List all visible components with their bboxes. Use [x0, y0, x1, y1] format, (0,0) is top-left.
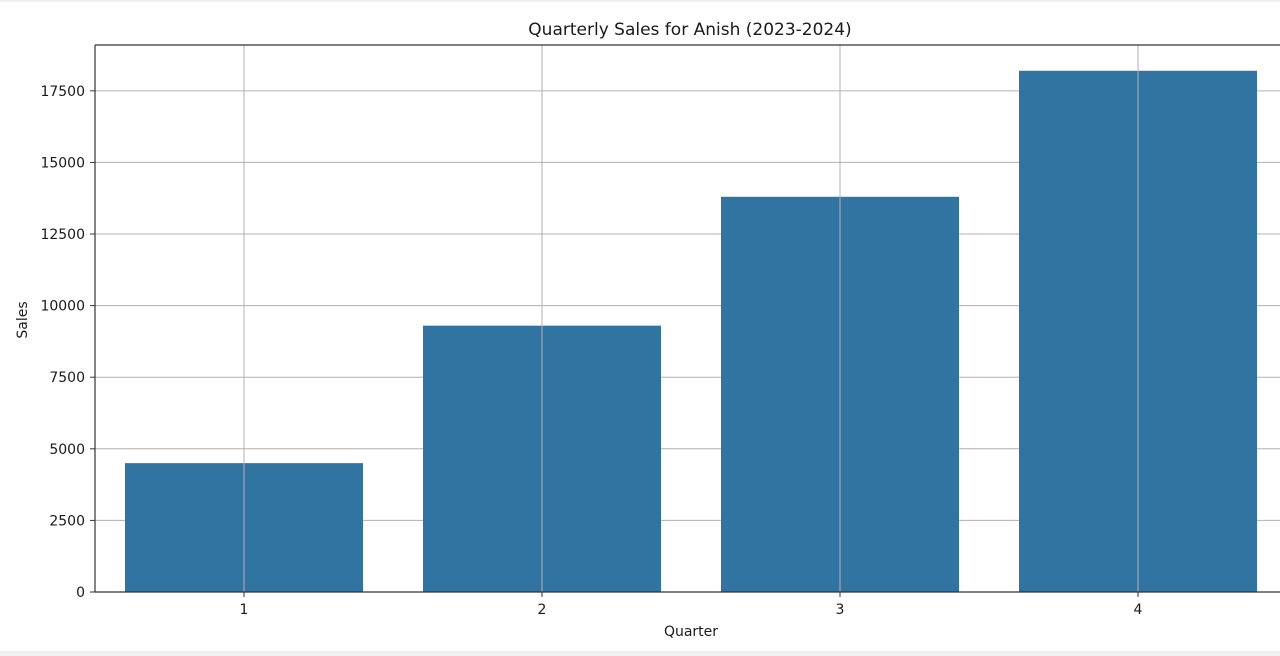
x-tick-label: 4 — [1134, 602, 1143, 618]
ticks-layer: 0 2500 5000 7500 10000 12500 15000 17500 1 2 3 4 — [40, 84, 1142, 618]
y-tick-label: 15000 — [40, 155, 85, 171]
y-axis-title: Sales — [15, 301, 31, 338]
y-tick-label: 17500 — [40, 84, 85, 100]
y-tick-label: 0 — [76, 585, 85, 601]
x-tick-label: 3 — [836, 602, 845, 618]
y-tick-label: 7500 — [49, 370, 85, 386]
x-tick-label: 1 — [240, 602, 249, 618]
y-tick-label: 2500 — [49, 513, 85, 529]
x-tick-label: 2 — [538, 602, 547, 618]
bars-layer — [125, 70, 1257, 592]
y-tick-label: 12500 — [40, 227, 85, 243]
vertical-grid-layer — [243, 45, 1139, 592]
y-tick-label: 10000 — [40, 299, 85, 315]
chart-title: Quarterly Sales for Anish (2023-2024) — [528, 20, 851, 40]
x-axis-title: Quarter — [664, 624, 718, 640]
axes-layer — [94, 44, 1280, 593]
y-tick-label: 5000 — [49, 442, 85, 458]
